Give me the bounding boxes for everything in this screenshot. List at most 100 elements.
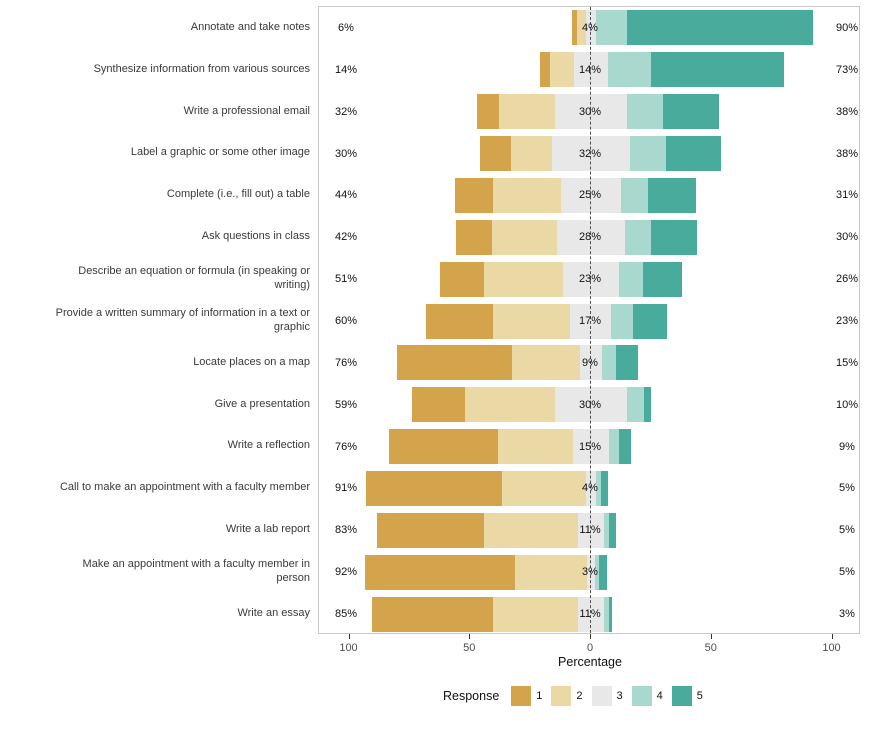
- bar-segment-2: [498, 429, 573, 465]
- category-label: Annotate and take notes: [190, 20, 310, 33]
- low-percent-label: 14%: [334, 63, 358, 76]
- category-label: Ask questions in class: [201, 230, 310, 243]
- neutral-percent-label: 11%: [579, 524, 601, 537]
- high-percent-label: 90%: [835, 21, 859, 34]
- bar-segment-1: [540, 52, 550, 88]
- neutral-percent-label: 15%: [578, 440, 602, 453]
- low-percent-label: 83%: [334, 524, 358, 537]
- neutral-percent-label: 4%: [582, 482, 598, 495]
- category-label: Make an appointment with a faculty membe…: [82, 557, 310, 585]
- low-percent-label: 6%: [338, 21, 354, 34]
- category-label: Provide a written summary of information…: [55, 306, 310, 333]
- bar-segment-5: [644, 387, 652, 423]
- neutral-percent-label: 3%: [582, 566, 598, 579]
- bar-segment-1: [366, 470, 502, 506]
- x-axis-tick-label: 100: [822, 642, 841, 654]
- high-percent-label: 15%: [835, 356, 859, 369]
- zero-reference-line: [590, 7, 591, 633]
- high-percent-label: 30%: [835, 231, 859, 244]
- neutral-percent-label: 32%: [578, 147, 602, 160]
- bar-segment-1: [365, 554, 515, 590]
- bar-segment-5: [633, 303, 668, 339]
- legend-swatch: [511, 686, 532, 706]
- likert-bar: [365, 554, 607, 590]
- likert-bar: [540, 52, 785, 88]
- neutral-percent-label: 30%: [578, 105, 602, 118]
- bar-segment-4: [609, 429, 619, 465]
- likert-bar: [412, 387, 652, 423]
- bar-segment-1: [389, 429, 499, 465]
- bar-segment-2: [465, 387, 555, 423]
- x-axis-tick-label: 0: [586, 642, 594, 654]
- legend-swatch: [631, 686, 652, 706]
- high-percent-label: 73%: [835, 63, 859, 76]
- legend-item: 3: [591, 686, 632, 706]
- neutral-percent-label: 14%: [578, 63, 602, 76]
- bar-segment-2: [512, 345, 581, 381]
- x-axis-tick: [710, 634, 712, 639]
- neutral-percent-label: 30%: [578, 398, 602, 411]
- category-label: Call to make an appointment with a facul…: [59, 481, 310, 494]
- bar-segment-4: [595, 470, 601, 506]
- bar-segment-1: [372, 596, 494, 632]
- bar-segment-1: [377, 512, 484, 548]
- bar-segment-4: [601, 345, 617, 381]
- category-label: Describe an equation or formula (in spea…: [78, 264, 310, 292]
- high-percent-label: 38%: [835, 147, 859, 160]
- bar-segment-1: [477, 94, 500, 130]
- legend-title: Response: [443, 689, 500, 703]
- high-percent-label: 5%: [839, 524, 855, 537]
- bar-segment-2: [493, 303, 571, 339]
- neutral-percent-label: 17%: [578, 315, 602, 327]
- high-percent-label: 9%: [839, 440, 855, 453]
- low-percent-label: 60%: [334, 315, 358, 327]
- bar-segment-5: [647, 177, 697, 213]
- neutral-percent-label: 23%: [578, 273, 602, 286]
- category-label: Write an essay: [237, 606, 310, 619]
- bar-segment-1: [412, 387, 466, 423]
- high-percent-label: 31%: [835, 189, 859, 202]
- low-percent-label: 30%: [334, 147, 358, 160]
- x-axis-title: Percentage: [558, 655, 622, 669]
- neutral-percent-label: 9%: [582, 356, 598, 369]
- category-label: Label a graphic or some other image: [130, 146, 310, 159]
- low-percent-label: 32%: [334, 105, 358, 118]
- x-axis-tick: [348, 634, 350, 639]
- bar-segment-1: [440, 261, 484, 297]
- bar-segment-2: [483, 512, 578, 548]
- bar-segment-5: [663, 94, 719, 130]
- low-percent-label: 42%: [334, 231, 358, 244]
- high-percent-label: 26%: [835, 273, 859, 286]
- bar-segment-5: [618, 429, 631, 465]
- legend-item: 2: [551, 686, 591, 706]
- neutral-percent-label: 25%: [578, 189, 602, 202]
- x-axis-tick-label: 50: [704, 642, 717, 654]
- legend-item-label: 4: [656, 690, 663, 702]
- bar-segment-5: [609, 596, 612, 632]
- likert-bar: [425, 303, 668, 339]
- bar-segment-4: [607, 52, 652, 88]
- category-label: Locate places on a map: [193, 355, 310, 368]
- bar-segment-5: [642, 261, 682, 297]
- x-axis-tick: [831, 634, 833, 639]
- bar-segment-2: [483, 261, 564, 297]
- low-percent-label: 76%: [334, 440, 358, 453]
- bar-segment-4: [621, 177, 648, 213]
- bar-segment-5: [616, 345, 639, 381]
- low-percent-label: 44%: [334, 189, 358, 202]
- legend-item: 1: [511, 686, 551, 706]
- likert-bar: [396, 345, 639, 381]
- likert-bar: [454, 177, 697, 213]
- bar-segment-4: [604, 512, 610, 548]
- category-label: Complete (i.e., fill out) a table: [166, 188, 310, 201]
- bar-segment-2: [493, 596, 578, 632]
- likert-bar: [389, 429, 631, 465]
- bar-segment-5: [651, 219, 698, 255]
- category-label: Synthesize information from various sour…: [93, 62, 310, 75]
- high-percent-label: 5%: [839, 566, 855, 579]
- neutral-percent-label: 11%: [579, 608, 601, 621]
- bar-segment-4: [611, 303, 634, 339]
- bar-segment-5: [600, 470, 608, 506]
- bar-segment-1: [396, 345, 513, 381]
- x-axis-tick-label: 100: [339, 642, 358, 654]
